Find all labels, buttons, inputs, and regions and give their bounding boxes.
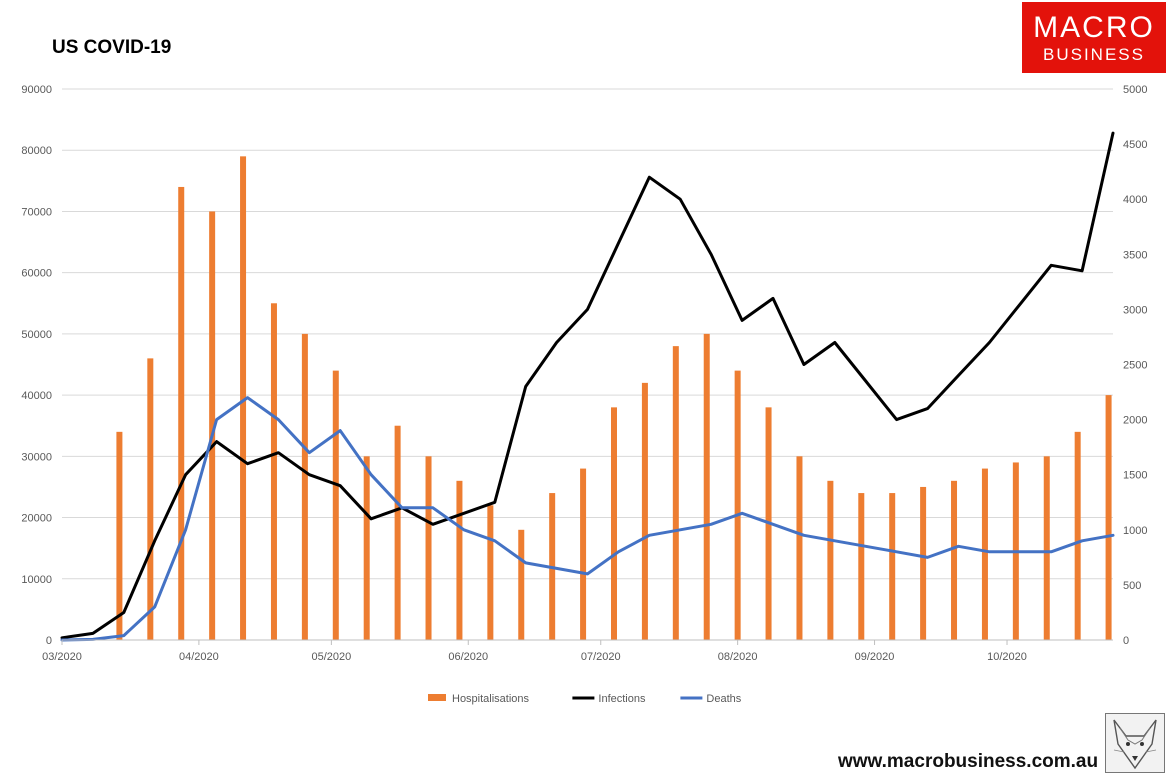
x-tick-label: 04/2020: [179, 651, 219, 663]
y-left-tick-label: 0: [46, 635, 52, 647]
hospitalisations-bar: [796, 456, 803, 640]
hospitalisations-bar: [951, 480, 958, 640]
hospitalisations-bar: [178, 186, 185, 640]
hospitalisations-bar: [270, 303, 277, 640]
legend: Hospitalisations Infections Deaths: [428, 693, 742, 705]
y-right-tick-label: 2500: [1123, 360, 1147, 372]
logo-line-macro: MACRO: [1033, 10, 1155, 44]
y-left-tick-label: 80000: [21, 145, 52, 157]
hospitalisations-bar: [116, 431, 123, 640]
infections-line: [60, 131, 1115, 640]
y-right-tick-label: 4000: [1123, 194, 1147, 206]
hospitalisations-bar: [734, 370, 741, 640]
x-tick-label: 03/2020: [42, 651, 82, 663]
hospitalisations-bar: [240, 156, 247, 640]
y-left-tick-label: 70000: [21, 206, 52, 218]
hospitalisations-bar: [981, 468, 988, 640]
y-left-tick-label: 50000: [21, 329, 52, 341]
hospitalisations-bar: [641, 382, 648, 640]
y-right-tick-label: 5000: [1123, 84, 1147, 96]
hospitalisations-bar: [456, 480, 463, 640]
x-tick-label: 05/2020: [311, 651, 351, 663]
y-right-tick-label: 500: [1123, 580, 1141, 592]
y-right-tick-label: 3000: [1123, 304, 1147, 316]
hospitalisations-bar: [703, 333, 710, 640]
x-tick-label: 10/2020: [987, 651, 1027, 663]
legend-label: Infections: [598, 693, 646, 705]
legend-swatch-hospitalisations: [428, 694, 446, 701]
y-right-tick-label: 2000: [1123, 415, 1147, 427]
hospitalisations-bar: [1074, 431, 1081, 640]
x-tick-label: 07/2020: [581, 651, 621, 663]
hospitalisations-bar: [363, 456, 370, 640]
hospitalisations-bar: [920, 486, 927, 640]
hospitalisations-bars: [116, 156, 1112, 640]
deaths-line: [60, 396, 1115, 642]
y-right-tick-label: 0: [1123, 635, 1129, 647]
y-left-tick-label: 30000: [21, 451, 52, 463]
logo-line-business: BUSINESS: [1043, 44, 1145, 64]
hospitalisations-bar: [1043, 456, 1050, 640]
macrobusiness-logo: MACRO BUSINESS: [1022, 2, 1166, 73]
y-right-tick-label: 1500: [1123, 470, 1147, 482]
hospitalisations-bar: [580, 468, 587, 640]
hospitalisations-bar: [301, 333, 308, 640]
legend-label: Hospitalisations: [452, 693, 530, 705]
y-left-tick-label: 40000: [21, 390, 52, 402]
x-tick-label: 06/2020: [448, 651, 488, 663]
hospitalisations-bar: [889, 493, 896, 640]
chart-title: US COVID-19: [52, 37, 171, 58]
hospitalisations-bar: [425, 456, 432, 640]
hospitalisations-bar: [672, 346, 679, 640]
hospitalisations-bar: [518, 529, 525, 640]
y-left-tick-label: 60000: [21, 268, 52, 280]
hospitalisations-bar: [147, 358, 154, 640]
legend-label: Deaths: [706, 693, 741, 705]
hospitalisations-bar: [1105, 395, 1112, 640]
hospitalisations-bar: [209, 211, 216, 640]
hospitalisations-bar: [858, 493, 865, 640]
hospitalisations-bar: [610, 407, 617, 640]
fox-sketch-icon: [1105, 713, 1165, 773]
y-left-tick-label: 10000: [21, 574, 52, 586]
y-right-tick-label: 3500: [1123, 249, 1147, 261]
y-right-tick-label: 1000: [1123, 525, 1147, 537]
hospitalisations-bar: [487, 505, 494, 640]
hospitalisations-bar: [827, 480, 834, 640]
series-lines: [60, 131, 1115, 642]
hospitalisations-bar: [332, 370, 339, 640]
axes: 0100002000030000400005000060000700008000…: [21, 84, 1147, 663]
x-tick-label: 08/2020: [718, 651, 758, 663]
hospitalisations-bar: [394, 425, 401, 640]
website-url: www.macrobusiness.com.au: [838, 751, 1099, 772]
y-left-tick-label: 20000: [21, 513, 52, 525]
y-right-tick-label: 4500: [1123, 139, 1147, 151]
x-tick-label: 09/2020: [855, 651, 895, 663]
y-left-tick-label: 90000: [21, 84, 52, 96]
